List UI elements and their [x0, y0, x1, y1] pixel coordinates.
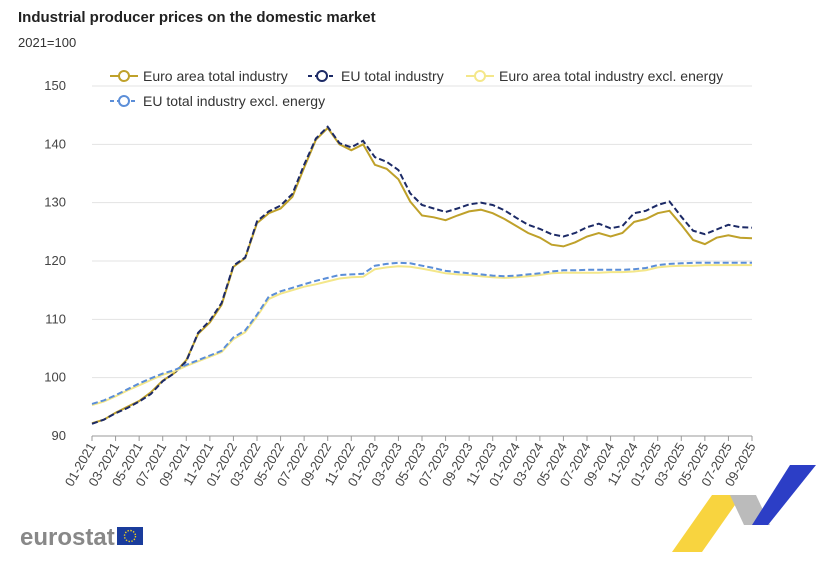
legend-item: Euro area total industry: [110, 68, 288, 84]
legend-label: Euro area total industry excl. energy: [499, 68, 723, 84]
series-line: [91, 261, 752, 405]
legend-label: EU total industry excl. energy: [143, 93, 325, 109]
legend-item: EU total industry excl. energy: [110, 93, 325, 109]
y-tick-label: 110: [45, 311, 66, 326]
series-line: [91, 126, 753, 425]
chart-title: Industrial producer prices on the domest…: [18, 9, 376, 26]
series-line: [91, 264, 752, 407]
legend-label: Euro area total industry: [143, 68, 288, 84]
legend-item: EU total industry: [308, 68, 444, 84]
y-tick-label: 100: [44, 370, 66, 385]
y-tick-label: 150: [44, 78, 66, 93]
legend-item: Euro area total industry excl. energy: [466, 68, 723, 84]
legend-marker: [474, 70, 486, 82]
legend-marker: [118, 95, 130, 107]
y-tick-label: 140: [44, 136, 66, 151]
legend-marker: [118, 70, 130, 82]
y-tick-label: 120: [44, 253, 66, 268]
legend-label: EU total industry: [341, 68, 444, 84]
logo: eurostat: [20, 524, 115, 551]
series-line: [91, 125, 753, 425]
decoration: [672, 465, 816, 552]
y-tick-label: 90: [52, 428, 66, 443]
eu-flag: [117, 527, 143, 545]
legend-marker: [316, 70, 328, 82]
chart-subtitle: 2021=100: [18, 35, 76, 50]
y-tick-label: 130: [44, 195, 66, 210]
